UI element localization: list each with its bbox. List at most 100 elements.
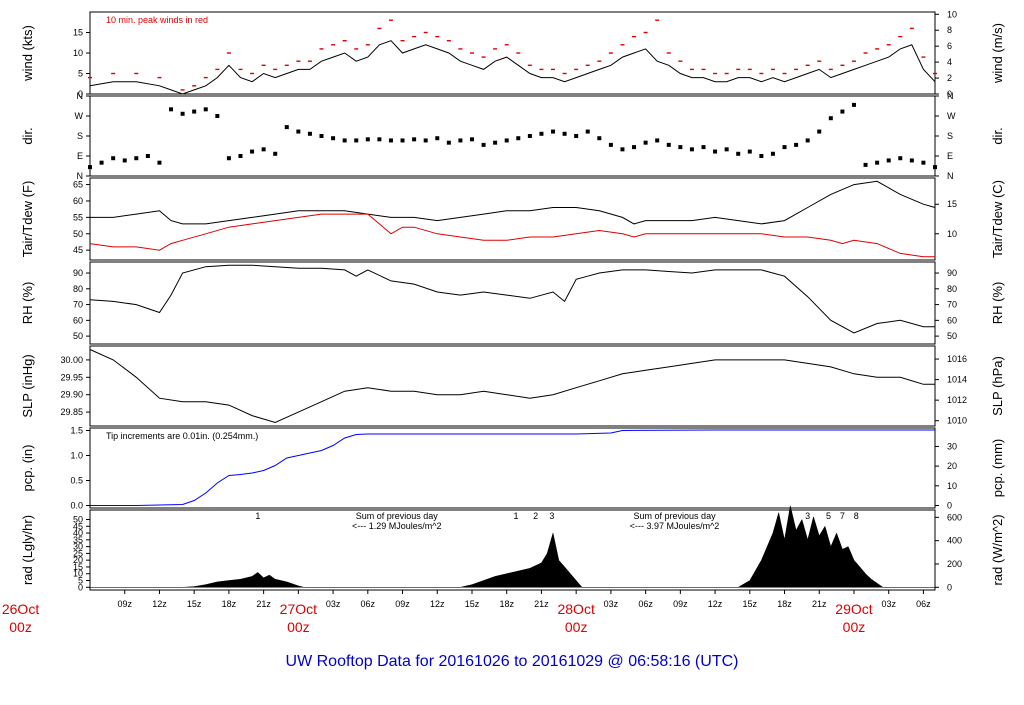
wind-ylabel-right: wind (m/s) [990, 23, 1005, 84]
dir-point [678, 145, 683, 150]
dir-point [423, 138, 428, 143]
rad-left-tick-label: 30 [73, 542, 83, 552]
slp-right-tick-label: 1014 [947, 375, 967, 385]
dir-point [469, 137, 474, 142]
dir-point [620, 147, 625, 152]
dir-point [909, 158, 914, 163]
dir-point [736, 151, 741, 156]
tair-frame [89, 177, 936, 261]
rad-right-tick-label: 200 [947, 559, 962, 569]
x-tick-label: 09z [395, 599, 410, 609]
dir-point [886, 158, 891, 163]
dir-point [493, 140, 498, 145]
dir-right-tick-label: N [947, 91, 954, 101]
dir-point [111, 156, 116, 161]
pcp-frame [89, 427, 936, 509]
x-tick-label: 06z [916, 599, 931, 609]
x-day-label: 26Oct [2, 601, 39, 617]
rad-marker: 1 [255, 511, 260, 521]
dir-point [296, 129, 301, 134]
dir-point [481, 142, 486, 147]
rad-left-tick-label: 15 [73, 562, 83, 572]
dir-point [250, 149, 255, 154]
slp-left-tick-label: 30.00 [60, 355, 83, 365]
slp-ylabel: SLP (inHg) [20, 354, 35, 417]
dir-ylabel: dir. [20, 127, 35, 144]
slp-right-tick-label: 1012 [947, 395, 967, 405]
dir-point [713, 149, 718, 154]
slp-right-tick-label: 1010 [947, 416, 967, 426]
dir-point [226, 156, 231, 161]
dir-point [921, 160, 926, 165]
dir-point [331, 136, 336, 141]
rad-marker: 7 [840, 511, 845, 521]
dir-point [122, 158, 127, 163]
rad-annotation: Sum of previous day [356, 511, 439, 521]
dir-right-tick-label: S [947, 131, 953, 141]
dir-point [169, 107, 174, 112]
dir-point [539, 131, 544, 136]
tair-right-tick-label: 10 [947, 229, 957, 239]
pcp-right-tick-label: 20 [947, 461, 957, 471]
x-tick-label: 12z [430, 599, 445, 609]
rh-frame [89, 261, 936, 345]
rad-marker: 3 [549, 511, 554, 521]
dir-left-tick-label: N [77, 171, 84, 181]
dir-frame [89, 95, 936, 177]
x-tick-label: 12z [152, 599, 167, 609]
wind-right-tick-label: 10 [947, 9, 957, 19]
pcp-annotation: Tip increments are 0.01in. (0.254mm.) [106, 431, 258, 441]
dir-point [504, 138, 509, 143]
dir-point [88, 165, 92, 170]
pcp-ylabel: pcp. (in) [20, 445, 35, 492]
pcp-right-tick-label: 10 [947, 481, 957, 491]
dir-left-tick-label: E [77, 151, 83, 161]
wind-left-tick-label: 0 [78, 89, 83, 99]
x-tick-label: 21z [812, 599, 827, 609]
wind-right-tick-label: 4 [947, 57, 952, 67]
rad-marker: 5 [826, 511, 831, 521]
tair-right-tick-label: 15 [947, 199, 957, 209]
pcp-left-tick-label: 0.5 [70, 476, 83, 486]
x-day-sublabel: 00z [287, 619, 310, 635]
x-tick-label: 21z [256, 599, 271, 609]
x-tick-label: 03z [604, 599, 619, 609]
rad-left-tick-label: 5 [78, 576, 83, 586]
dir-point [933, 165, 937, 170]
rh-left-tick-label: 50 [73, 331, 83, 341]
rad-marker: 2 [533, 511, 538, 521]
dir-point [516, 136, 521, 141]
pcp-line-precip [90, 429, 935, 506]
rad-left-tick-label: 0 [78, 582, 83, 592]
rad-left-tick-label: 40 [73, 528, 83, 538]
slp-line-SLP [89, 349, 935, 424]
dir-point [365, 137, 370, 142]
wind-line-wind [89, 40, 936, 95]
tair-ylabel: Tair/Tdew (F) [20, 181, 35, 258]
pcp-left-tick-label: 1.5 [70, 426, 83, 436]
panel-rh: 50 60 70 80 90 50 60 70 80 90 RH (%) RH (%) [20, 261, 1005, 345]
rh-right-tick-label: 80 [947, 284, 957, 294]
dir-point [770, 151, 775, 156]
dir-point [817, 129, 822, 134]
rad-right-tick-label: 400 [947, 536, 962, 546]
rh-right-tick-label: 60 [947, 315, 957, 325]
dir-point [666, 142, 671, 147]
dir-point [99, 160, 104, 165]
tair-left-tick-label: 50 [73, 229, 83, 239]
pcp-left-tick-label: 1.0 [70, 451, 83, 461]
rh-right-tick-label: 90 [947, 268, 957, 278]
wind-annotation: 10 min. peak winds in red [106, 15, 208, 25]
x-day-label: 27Oct [280, 601, 317, 617]
rh-right-tick-label: 70 [947, 300, 957, 310]
rad-frame [89, 509, 936, 591]
dir-point [608, 142, 613, 147]
dir-point [319, 134, 324, 138]
dir-point [134, 156, 139, 161]
x-tick-label: 18z [777, 599, 792, 609]
dir-point [192, 109, 197, 114]
dir-point [875, 160, 880, 165]
